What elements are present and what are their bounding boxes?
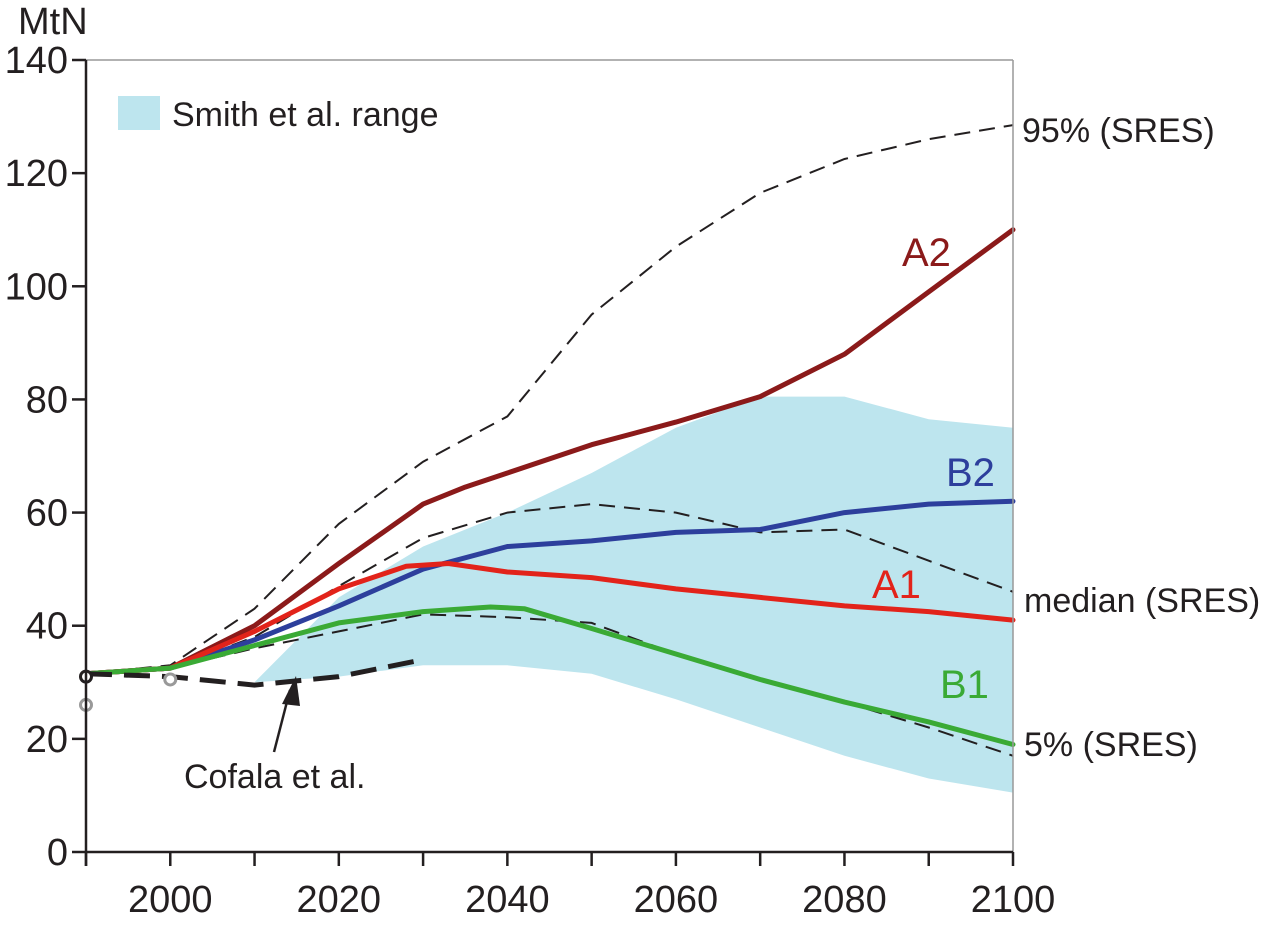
series-line-b1 <box>83 604 1016 747</box>
series-line-a1 <box>83 561 1016 677</box>
x-tick-label-2080: 2080 <box>802 879 887 921</box>
series-label-b2: B2 <box>946 451 995 495</box>
x-tick-label-2020: 2020 <box>297 879 382 921</box>
annotation-95-sres: 95% (SRES) <box>1022 112 1215 150</box>
x-tick-label-2100: 2100 <box>971 879 1056 921</box>
y-tick-label-20: 20 <box>26 719 68 761</box>
y-tick-label-100: 100 <box>5 266 68 308</box>
series-line-a2 <box>83 227 1016 677</box>
y-tick-label-80: 80 <box>26 379 68 421</box>
smith-range-band-layer <box>86 396 1013 793</box>
data-marker-2 <box>163 672 178 687</box>
series-line-b2 <box>83 498 1016 677</box>
annotation-median-sres: median (SRES) <box>1024 582 1260 620</box>
series-label-b1: B1 <box>940 663 989 707</box>
y-tick-label-140: 140 <box>5 40 68 82</box>
x-tick-label-2060: 2060 <box>634 879 719 921</box>
cofala-line <box>85 657 424 688</box>
series-lines-layer <box>83 124 1016 757</box>
annotation-cofala: Cofala et al. <box>184 758 365 796</box>
smith-range-band <box>86 396 1013 793</box>
annotation-5-sres: 5% (SRES) <box>1024 726 1198 764</box>
y-tick-label-0: 0 <box>47 832 68 874</box>
y-tick-label-40: 40 <box>26 606 68 648</box>
y-tick-label-60: 60 <box>26 493 68 535</box>
legend-swatch-smith-range <box>118 96 160 130</box>
y-axis-label: MtN <box>18 1 88 43</box>
x-tick-label-2000: 2000 <box>128 879 213 921</box>
x-tick-label-2040: 2040 <box>465 879 550 921</box>
sres-95-line <box>85 124 1014 675</box>
y-tick-label-120: 120 <box>5 153 68 195</box>
series-label-a1: A1 <box>872 563 921 607</box>
cofala-arrow-head <box>282 676 300 706</box>
series-label-a2: A2 <box>902 231 951 275</box>
legend-label-smith-range: Smith et al. range <box>172 96 438 134</box>
